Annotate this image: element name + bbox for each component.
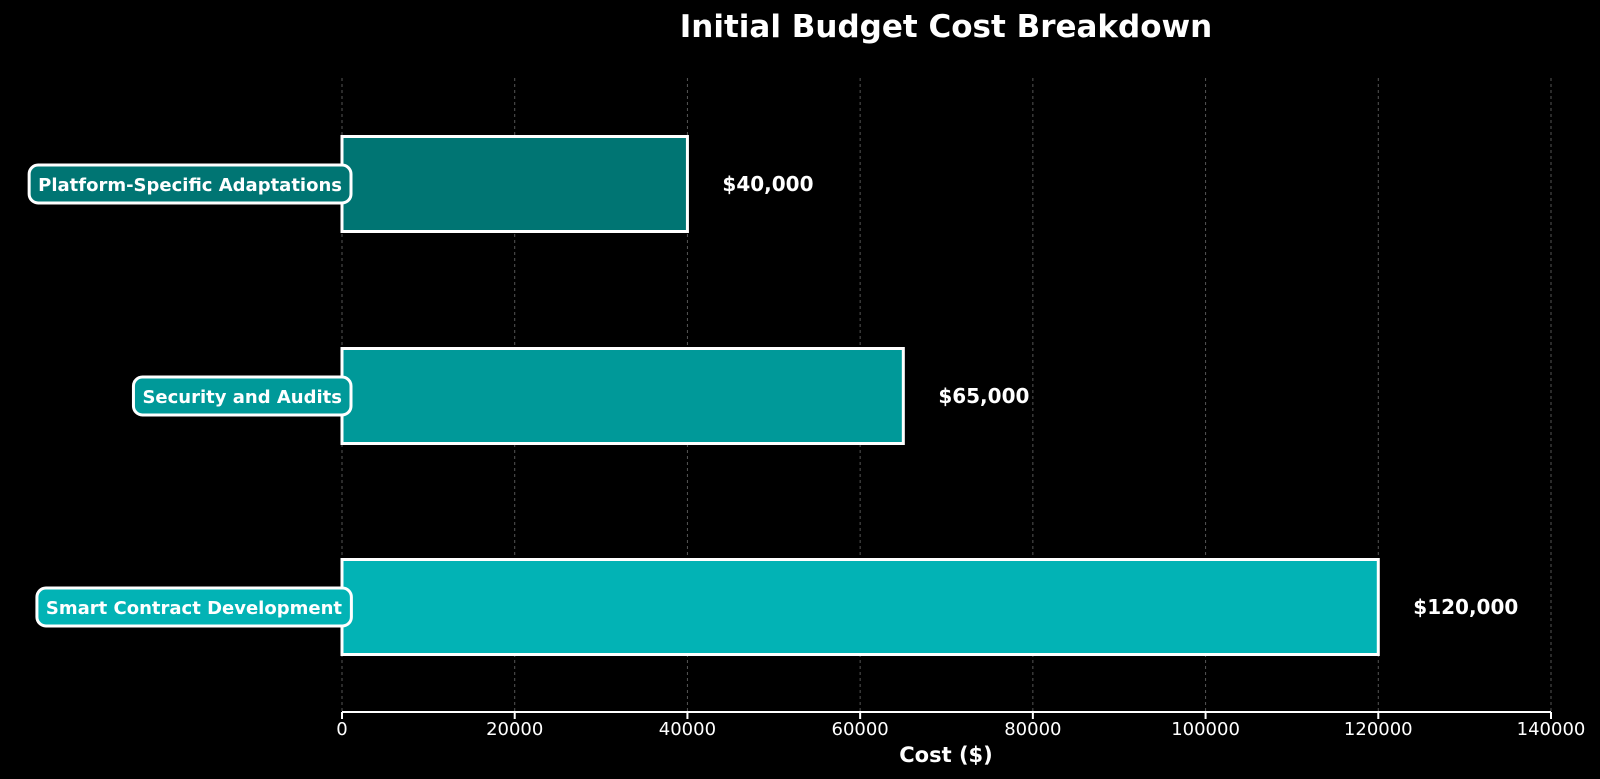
x-tick-label-3: 60000	[832, 719, 889, 740]
x-axis-label: Cost ($)	[899, 743, 993, 767]
category-label-box-2	[35, 586, 353, 628]
bar-0	[340, 135, 689, 233]
category-label-text-1: Security and Audits	[142, 387, 342, 408]
category-labels: Platform-Specific Adaptations Security an…	[27, 163, 353, 628]
x-tick-label-0: 0	[336, 719, 347, 740]
x-tick-label-7: 140000	[1517, 719, 1586, 740]
category-label-box-0	[27, 163, 353, 205]
category-label-text-2: Smart Contract Development	[46, 598, 342, 619]
category-label-box-1	[131, 375, 353, 417]
x-tick-label-4: 80000	[1004, 719, 1061, 740]
bar-2	[340, 558, 1380, 656]
x-tick-label-1: 20000	[486, 719, 543, 740]
category-label-2: Smart Contract Development	[35, 586, 353, 628]
category-label-0: Platform-Specific Adaptations	[27, 163, 353, 205]
value-label-2: $120,000	[1413, 595, 1518, 619]
category-label-text-0: Platform-Specific Adaptations	[38, 175, 342, 196]
category-label-1: Security and Audits	[131, 375, 353, 417]
x-tick-label-6: 120000	[1344, 719, 1413, 740]
x-tick-label-2: 40000	[659, 719, 716, 740]
value-labels: $40,000 $65,000 $120,000	[722, 172, 1518, 619]
value-label-1: $65,000	[938, 384, 1029, 408]
value-label-0: $40,000	[722, 172, 813, 196]
chart-title: Initial Budget Cost Breakdown	[680, 9, 1213, 45]
x-tick-label-5: 100000	[1171, 719, 1240, 740]
bar-1	[340, 347, 905, 445]
x-axis: 0 20000 40000 60000 80000 100000 120000 140000	[336, 711, 1586, 740]
